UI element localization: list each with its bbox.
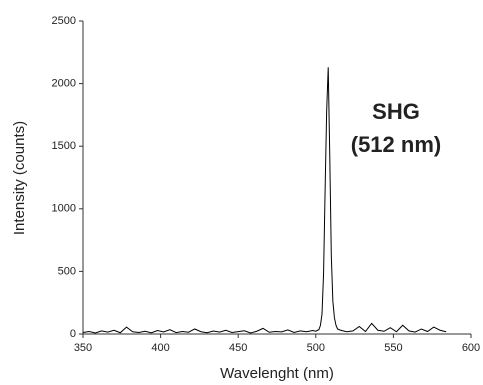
y-tick-label: 1000 bbox=[52, 203, 76, 215]
annotation: (512 nm) bbox=[351, 132, 441, 157]
y-tick-label: 2500 bbox=[52, 15, 76, 27]
y-tick-label: 0 bbox=[70, 328, 76, 340]
y-axis-title: Intensity (counts) bbox=[11, 121, 28, 235]
x-tick-label: 400 bbox=[151, 342, 169, 354]
x-tick-label: 450 bbox=[229, 342, 247, 354]
annotation: SHG bbox=[372, 99, 420, 124]
x-tick-label: 350 bbox=[74, 342, 92, 354]
x-tick-label: 550 bbox=[384, 342, 402, 354]
y-tick-label: 500 bbox=[58, 265, 76, 277]
x-tick-label: 500 bbox=[307, 342, 325, 354]
y-tick-label: 2000 bbox=[52, 78, 76, 90]
spectrum-line bbox=[82, 67, 447, 334]
y-tick-label: 1500 bbox=[52, 140, 76, 152]
x-tick-label: 600 bbox=[462, 342, 480, 354]
x-axis-title: Wavelenght (nm) bbox=[220, 365, 334, 382]
